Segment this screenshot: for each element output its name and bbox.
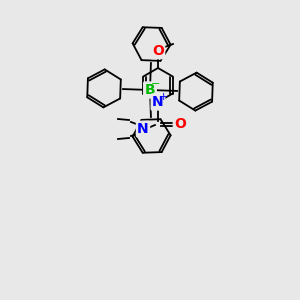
Text: O: O — [152, 44, 164, 58]
Text: O: O — [174, 117, 186, 131]
Text: +: + — [158, 92, 168, 102]
Text: −: − — [151, 79, 161, 89]
Text: B: B — [145, 83, 155, 97]
Text: N: N — [152, 95, 164, 109]
Text: N: N — [137, 122, 149, 136]
